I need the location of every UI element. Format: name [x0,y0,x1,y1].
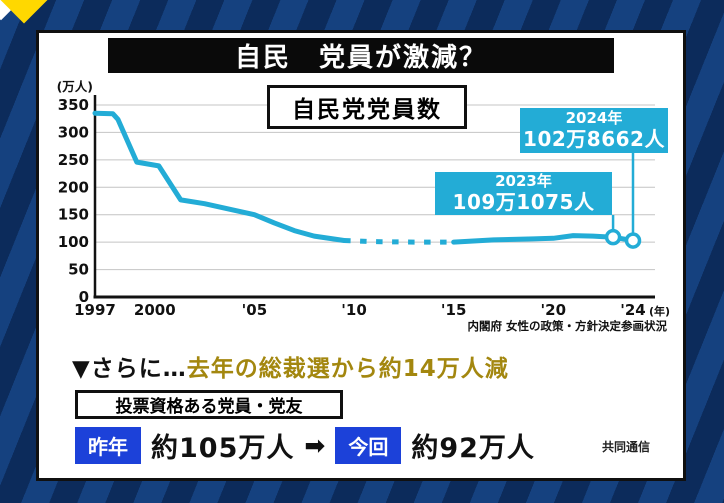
last-year-pill: 昨年 [75,427,141,464]
headline-prefix: ▼さらに… [72,356,187,382]
headline-highlight: 去年の総裁選から約14万人減 [186,356,509,382]
chart-source: 内閣府 女性の政策・方針決定参画状況 [467,319,667,333]
svg-text:'05: '05 [242,301,267,319]
current-pill: 今回 [335,427,402,464]
svg-text:250: 250 [58,151,89,169]
callout-2024: 2024年 102万8662人 [520,108,668,153]
callout-2023-value: 109万1075人 [452,189,595,214]
main-card: 自民 党員が激減？ 0 50 100 150 200 250 300 350 (万人) 1997 2… [36,30,686,481]
eligibility-box: 投票資格ある党員・党友 [75,390,343,419]
svg-text:'24: '24 [620,301,645,319]
current-value: 約92万人 [411,433,535,464]
svg-text:(万人): (万人) [57,79,93,94]
chart-title-box: 自民党党員数 [267,85,467,129]
svg-text:'10: '10 [341,301,366,319]
callout-2024-value: 102万8662人 [523,126,665,151]
title-banner: 自民 党員が激減？ [108,38,614,73]
callout-2023: 2023年 109万1075人 [435,172,612,215]
svg-text:300: 300 [58,123,89,141]
svg-text:0: 0 [79,288,89,306]
svg-text:150: 150 [58,206,89,224]
svg-text:350: 350 [58,96,89,114]
svg-text:'15: '15 [441,301,466,319]
svg-text:1997: 1997 [74,301,116,319]
svg-text:'20: '20 [541,301,566,319]
callout-2023-year: 2023年 [495,172,552,191]
kyodo-credit: 共同通信 [601,440,650,454]
last-year-value: 約105万人 [151,433,295,464]
svg-text:2000: 2000 [134,301,176,319]
value-row: 昨年 約105万人 ➡ 今回 約92万人 [75,426,535,465]
further-decline-headline: ▼さらに…去年の総裁選から約14万人減 [72,349,509,383]
svg-text:200: 200 [58,178,89,196]
membership-line-chart: 0 50 100 150 200 250 300 350 (万人) 1997 2000 '05 '10 '… [57,79,671,319]
svg-text:50: 50 [68,261,89,279]
svg-text:(年): (年) [649,304,670,318]
right-arrow-icon: ➡ [304,431,326,460]
svg-text:100: 100 [58,233,89,251]
callout-2024-year: 2024年 [565,109,623,128]
